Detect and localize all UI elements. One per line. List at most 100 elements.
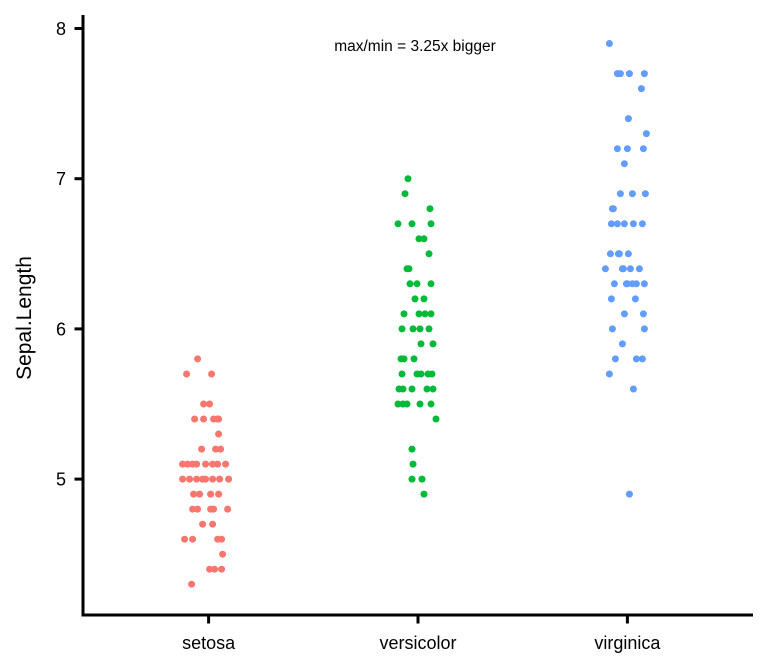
data-point: [200, 415, 208, 423]
data-point: [218, 565, 226, 573]
data-point: [631, 295, 639, 303]
data-point: [179, 460, 187, 468]
x-category-label: virginica: [594, 633, 661, 653]
y-tick-label: 7: [56, 169, 66, 189]
data-point: [212, 445, 220, 453]
data-point: [207, 490, 215, 498]
data-point: [623, 145, 631, 153]
data-point: [624, 250, 632, 258]
data-point: [217, 445, 225, 453]
data-point: [207, 505, 215, 513]
data-point: [628, 280, 636, 288]
data-point: [209, 475, 217, 483]
data-point: [638, 355, 646, 363]
data-point: [184, 460, 192, 468]
data-point: [179, 475, 187, 483]
data-point: [400, 355, 408, 363]
data-point: [415, 310, 423, 318]
data-point: [183, 370, 191, 378]
data-point: [605, 370, 613, 378]
data-point: [637, 85, 645, 93]
data-point: [181, 535, 189, 543]
data-point: [420, 490, 428, 498]
data-point: [211, 565, 219, 573]
data-point: [427, 220, 435, 228]
data-point: [618, 265, 626, 273]
data-point: [215, 415, 223, 423]
data-point: [400, 310, 408, 318]
data-point: [222, 460, 230, 468]
data-point: [632, 355, 640, 363]
y-axis-title: Sepal.Length: [13, 256, 36, 380]
data-point: [409, 460, 417, 468]
data-point: [216, 475, 224, 483]
data-point: [202, 475, 210, 483]
data-point: [427, 400, 435, 408]
data-point: [186, 475, 194, 483]
data-point: [610, 280, 618, 288]
data-point: [194, 355, 202, 363]
data-point: [394, 220, 402, 228]
data-point: [640, 325, 648, 333]
data-point: [405, 265, 413, 273]
data-point: [429, 340, 437, 348]
data-point: [200, 400, 208, 408]
data-point: [425, 250, 433, 258]
data-point: [420, 235, 428, 243]
data-point: [620, 220, 628, 228]
data-point: [209, 460, 217, 468]
data-point: [609, 205, 617, 213]
data-point: [638, 220, 646, 228]
data-point: [427, 310, 435, 318]
data-point: [426, 205, 434, 213]
data-point: [191, 415, 199, 423]
data-point: [629, 385, 637, 393]
data-point: [401, 190, 409, 198]
data-point: [635, 265, 643, 273]
data-point: [423, 385, 431, 393]
data-point: [225, 475, 233, 483]
data-point: [413, 280, 421, 288]
data-point: [190, 490, 198, 498]
data-point: [620, 160, 628, 168]
data-point: [428, 370, 436, 378]
data-point: [417, 370, 425, 378]
data-point: [194, 505, 202, 513]
data-point: [629, 220, 637, 228]
data-point: [219, 550, 227, 558]
data-point: [611, 355, 619, 363]
data-point: [394, 400, 402, 408]
y-tick-label: 5: [56, 470, 66, 490]
data-point: [196, 490, 204, 498]
data-point: [409, 325, 417, 333]
data-point: [398, 370, 406, 378]
data-point: [623, 280, 631, 288]
data-point: [415, 235, 423, 243]
data-point: [616, 190, 624, 198]
data-point: [193, 475, 201, 483]
data-point: [624, 115, 632, 123]
data-point: [608, 325, 616, 333]
data-point: [215, 430, 223, 438]
x-category-label: setosa: [182, 633, 236, 653]
data-point: [206, 400, 214, 408]
data-point: [199, 520, 207, 528]
data-point: [398, 325, 406, 333]
data-point: [408, 220, 416, 228]
data-point: [641, 190, 649, 198]
data-point: [625, 70, 633, 78]
data-point: [614, 250, 622, 258]
data-point: [403, 400, 411, 408]
data-point: [210, 415, 218, 423]
data-point: [606, 250, 614, 258]
data-point: [410, 355, 418, 363]
y-tick-label: 6: [56, 319, 66, 339]
data-point: [420, 295, 428, 303]
data-point: [642, 130, 650, 138]
data-point: [193, 460, 201, 468]
data-point: [616, 70, 624, 78]
data-point: [607, 295, 615, 303]
data-point: [208, 370, 216, 378]
